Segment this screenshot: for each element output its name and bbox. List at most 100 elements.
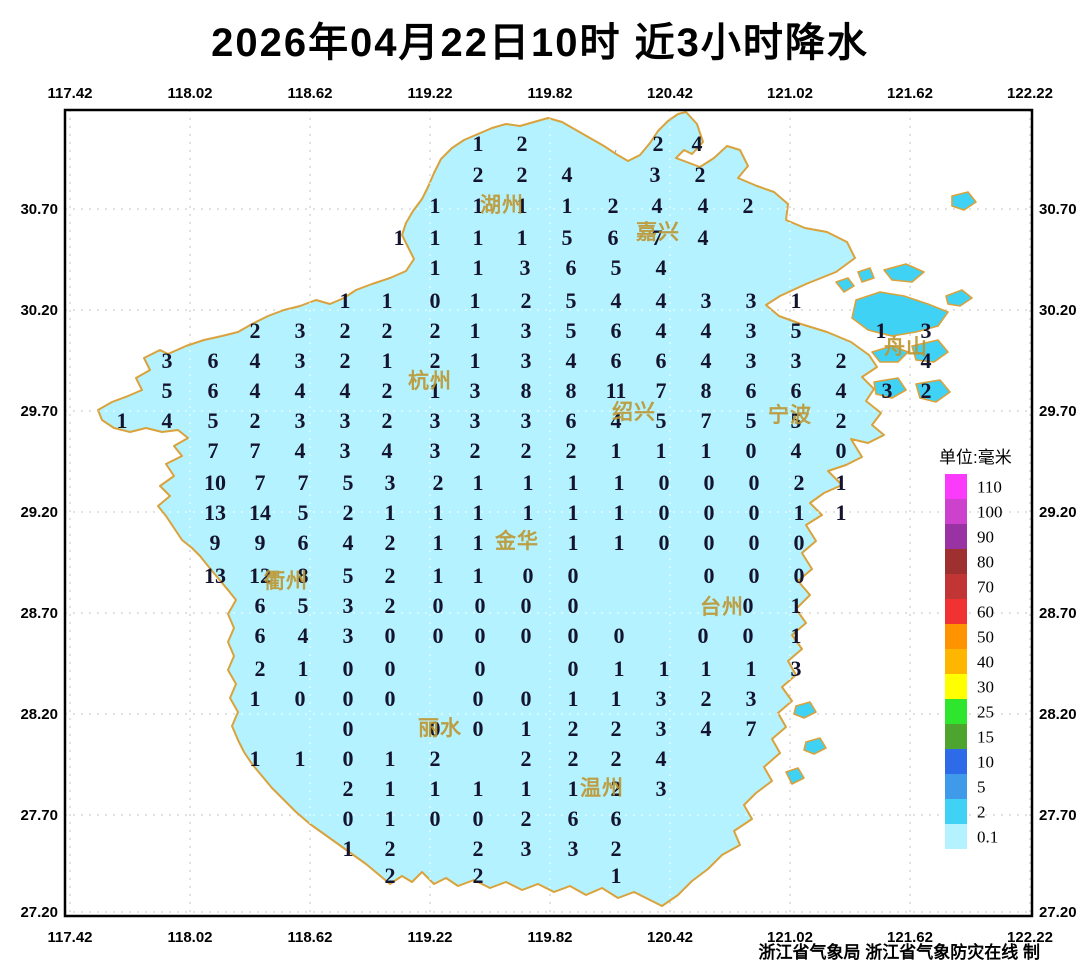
x-axis-tick-label: 119.22 <box>407 85 452 102</box>
station-precip-value: 1 <box>791 288 802 313</box>
station-precip-value: 6 <box>566 408 577 433</box>
legend-level-label: 50 <box>977 628 994 647</box>
x-axis-tick-label: 118.02 <box>167 85 212 102</box>
station-precip-value: 0 <box>749 563 760 588</box>
station-precip-value: 3 <box>791 348 802 373</box>
station-precip-value: 1 <box>473 500 484 525</box>
station-precip-value: 8 <box>521 378 532 403</box>
station-precip-value: 1 <box>430 193 441 218</box>
station-precip-value: 4 <box>701 318 712 343</box>
station-precip-value: 2 <box>521 746 532 771</box>
station-precip-value: 1 <box>473 470 484 495</box>
station-precip-value: 5 <box>611 255 622 280</box>
x-axis-tick-label: 121.62 <box>887 85 933 102</box>
legend-swatch <box>945 824 967 849</box>
station-precip-value: 4 <box>611 288 622 313</box>
station-precip-value: 2 <box>921 378 932 403</box>
y-axis-tick-label: 29.70 <box>1039 403 1077 420</box>
station-precip-value: 8 <box>566 378 577 403</box>
station-precip-value: 1 <box>568 686 579 711</box>
legend-level-label: 40 <box>977 653 994 672</box>
station-precip-value: 1 <box>614 656 625 681</box>
station-precip-value: 6 <box>746 378 757 403</box>
station-precip-value: 10 <box>204 470 226 495</box>
station-precip-value: 4 <box>791 438 802 463</box>
station-precip-value: 4 <box>250 348 261 373</box>
station-precip-value: 4 <box>656 318 667 343</box>
station-precip-value: 3 <box>656 716 667 741</box>
station-precip-value: 2 <box>695 162 706 187</box>
station-precip-value: 0 <box>659 530 670 555</box>
station-precip-value: 3 <box>430 438 441 463</box>
station-precip-value: 0 <box>746 438 757 463</box>
station-precip-value: 2 <box>611 746 622 771</box>
station-precip-value: 6 <box>568 806 579 831</box>
station-precip-value: 0 <box>385 656 396 681</box>
station-precip-value: 2 <box>521 288 532 313</box>
station-precip-value: 0 <box>704 530 715 555</box>
station-precip-value: 1 <box>568 470 579 495</box>
station-precip-value: 6 <box>208 348 219 373</box>
y-axis-tick-label: 27.70 <box>20 807 58 824</box>
station-precip-value: 1 <box>473 776 484 801</box>
station-precip-value: 4 <box>343 530 354 555</box>
legend-swatch <box>945 499 967 524</box>
station-precip-value: 13 <box>204 500 226 525</box>
station-precip-value: 0 <box>704 563 715 588</box>
station-precip-value: 1 <box>611 686 622 711</box>
station-precip-value: 1 <box>433 563 444 588</box>
y-axis-tick-label: 29.20 <box>1039 504 1077 521</box>
station-precip-value: 3 <box>568 836 579 861</box>
station-precip-value: 0 <box>749 530 760 555</box>
station-precip-value: 4 <box>698 225 709 250</box>
station-precip-value: 2 <box>608 193 619 218</box>
x-axis-tick-label: 118.02 <box>167 929 212 946</box>
y-axis-tick-label: 28.20 <box>1039 706 1077 723</box>
station-precip-value: 2 <box>743 193 754 218</box>
legend-colorbar: 110 100 90 80 70 60 50 40 30 25 15 10 5 2 0.1 <box>945 474 1003 849</box>
legend-swatch <box>945 574 967 599</box>
station-values-layer: 1 2 2 42 2 4 3 21 1 1 1 2 4 4 21 1 1 1 5 6 7 41 1 3 6 5 41 1 0 1 2 5 4 4 3… <box>117 131 932 888</box>
station-precip-value: 1 <box>385 776 396 801</box>
station-precip-value: 2 <box>836 408 847 433</box>
y-axis-right: 30.70 30.20 29.70 29.20 28.70 28.20 27.70 27.20 <box>1039 201 1077 921</box>
y-axis-left: 30.70 30.20 29.70 29.20 28.70 28.20 27.70 27.20 <box>20 201 58 921</box>
station-precip-value: 3 <box>921 318 932 343</box>
station-precip-value: 1 <box>470 318 481 343</box>
legend-swatch <box>945 699 967 724</box>
legend-swatch <box>945 674 967 699</box>
legend-swatch <box>945 624 967 649</box>
station-precip-value: 1 <box>701 656 712 681</box>
station-precip-value: 2 <box>340 318 351 343</box>
y-axis-tick-label: 29.70 <box>20 403 58 420</box>
station-precip-value: 0 <box>568 563 579 588</box>
station-precip-value: 3 <box>343 623 354 648</box>
station-precip-value: 2 <box>255 656 266 681</box>
station-precip-value: 1 <box>433 500 444 525</box>
station-precip-value: 0 <box>659 500 670 525</box>
station-precip-value: 2 <box>611 836 622 861</box>
station-precip-value: 0 <box>343 746 354 771</box>
station-precip-value: 3 <box>746 288 757 313</box>
x-axis-tick-label: 122.22 <box>1007 929 1053 946</box>
station-precip-value: 4 <box>382 438 393 463</box>
station-precip-value: 2 <box>250 318 261 343</box>
station-precip-value: 5 <box>791 318 802 343</box>
station-precip-value: 0 <box>521 686 532 711</box>
legend-level-label: 25 <box>977 703 994 722</box>
station-precip-value: 2 <box>611 716 622 741</box>
x-axis-tick-label: 118.62 <box>287 85 332 102</box>
station-precip-value: 0 <box>473 806 484 831</box>
legend-level-label: 5 <box>977 778 986 797</box>
station-precip-value: 6 <box>611 806 622 831</box>
station-precip-value: 0 <box>385 623 396 648</box>
station-precip-value: 0 <box>430 806 441 831</box>
station-precip-value: 4 <box>652 193 663 218</box>
station-precip-value: 4 <box>701 716 712 741</box>
x-axis-tick-label: 122.22 <box>1007 85 1053 102</box>
legend-swatch <box>945 774 967 799</box>
station-precip-value: 0 <box>475 593 486 618</box>
station-precip-value: 3 <box>650 162 661 187</box>
station-precip-value: 2 <box>385 530 396 555</box>
